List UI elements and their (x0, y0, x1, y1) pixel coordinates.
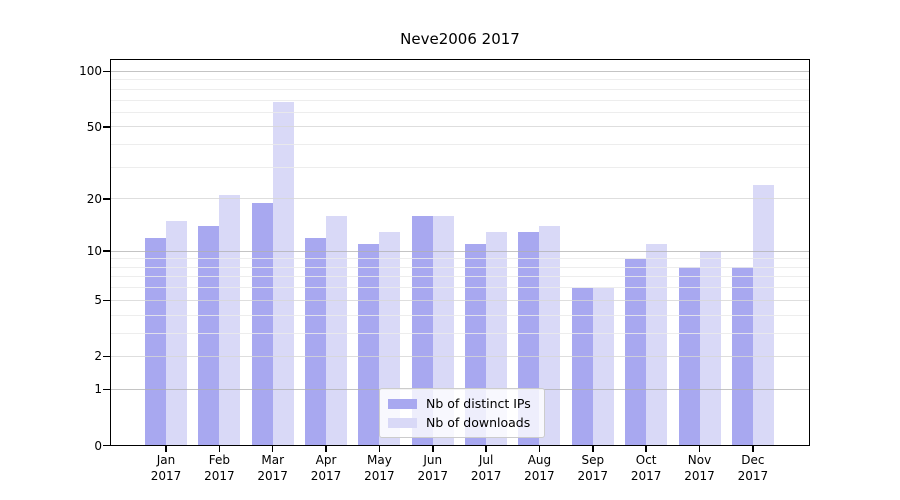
bar-nb-of-distinct-ips-sep (571, 287, 593, 446)
x-tick-label-may: May 2017 (347, 452, 411, 484)
y-tick-mark-0 (103, 444, 110, 447)
x-tick-month-text: Aug (527, 453, 552, 467)
y-tick-label-1: 1 (94, 382, 102, 397)
y-tick-mark-10 (103, 250, 110, 252)
x-tick-label-sep: Sep 2017 (561, 452, 625, 484)
y-tick-mark-100 (103, 70, 110, 73)
gridline-y-70-minor (111, 99, 809, 101)
x-tick-label-jun: Jun 2017 (401, 452, 465, 484)
gridline-y-80-minor (111, 88, 809, 90)
legend-label-nb-of-downloads: Nb of downloads (426, 415, 531, 430)
x-tick-mark-jan (165, 446, 167, 452)
bar-nb-of-downloads-jan (166, 220, 187, 446)
x-tick-year-text: 2017 (737, 469, 769, 483)
legend-label-nb-of-distinct-ips: Nb of distinct IPs (426, 396, 531, 411)
x-tick-month-text: Jul (478, 453, 494, 467)
bar-nb-of-downloads-feb (219, 195, 241, 446)
x-tick-year-text: 2017 (630, 469, 662, 483)
y-tick-label-50: 50 (86, 119, 102, 134)
x-tick-label-dec: Dec 2017 (721, 452, 785, 484)
gridline-y-90-minor (111, 79, 809, 81)
y-tick-mark-1 (103, 388, 110, 391)
x-tick-mark-dec (752, 446, 754, 452)
x-tick-mark-oct (645, 446, 647, 452)
x-tick-month-text: Feb (208, 453, 230, 467)
x-tick-month-text: Dec (741, 453, 765, 467)
x-tick-label-feb: Feb 2017 (187, 452, 251, 484)
x-tick-month-text: Mar (261, 453, 284, 467)
x-tick-month-text: Apr (315, 453, 337, 467)
y-tick-label-20: 20 (86, 191, 102, 206)
bar-nb-of-downloads-oct (646, 244, 668, 446)
x-tick-label-jul: Jul 2017 (454, 452, 518, 484)
y-tick-label-2: 2 (94, 349, 102, 364)
x-tick-mark-aug (538, 446, 541, 452)
x-tick-mark-jun (432, 446, 434, 452)
bar-nb-of-distinct-ips-oct (625, 258, 647, 446)
legend-swatch-nb-of-distinct-ips (388, 398, 417, 409)
bar-nb-of-downloads-sep (592, 287, 614, 446)
x-tick-year-text: 2017 (310, 469, 342, 483)
bar-nb-of-downloads-mar (272, 102, 294, 446)
x-tick-label-apr: Apr 2017 (294, 452, 358, 484)
gridline-y-60-minor (111, 111, 809, 113)
x-tick-year-text: 2017 (204, 469, 235, 483)
legend-swatch-nb-of-downloads (388, 417, 417, 428)
x-tick-month-text: Sep (581, 453, 605, 467)
bar-nb-of-downloads-dec (752, 184, 774, 446)
bar-nb-of-distinct-ips-mar (251, 202, 273, 446)
bar-nb-of-distinct-ips-feb (198, 226, 220, 446)
bar-nb-of-distinct-ips-apr (305, 237, 327, 446)
bar-nb-of-distinct-ips-jan (145, 237, 166, 446)
bar-nb-of-downloads-apr (326, 215, 348, 446)
x-tick-year-text: 2017 (577, 469, 609, 483)
x-tick-year-text: 2017 (684, 469, 715, 483)
gridline-y-50-mid (111, 126, 809, 128)
x-tick-mark-may (378, 446, 381, 452)
x-tick-year-text: 2017 (257, 469, 288, 483)
x-tick-month-text: May (366, 453, 392, 467)
legend-item-nb-of-distinct-ips: Nb of distinct IPs (388, 396, 536, 411)
legend-item-nb-of-downloads: Nb of downloads (388, 415, 536, 430)
x-tick-label-aug: Aug 2017 (507, 452, 571, 484)
bar-nb-of-distinct-ips-nov (678, 267, 700, 446)
x-tick-year-text: 2017 (524, 469, 555, 483)
x-tick-mark-apr (325, 446, 327, 452)
x-tick-label-nov: Nov 2017 (668, 452, 732, 484)
x-tick-mark-feb (218, 446, 221, 452)
y-tick-label-5: 5 (94, 293, 102, 308)
bar-nb-of-distinct-ips-dec (731, 267, 753, 446)
x-tick-year-text: 2017 (470, 469, 502, 483)
x-tick-month-text: Oct (635, 453, 657, 467)
chart-title: Neve2006 2017 (400, 30, 520, 48)
x-tick-label-mar: Mar 2017 (241, 452, 305, 484)
gridline-y-20-mid (111, 198, 809, 200)
bar-nb-of-downloads-nov (699, 251, 721, 446)
y-tick-mark-2 (103, 355, 110, 358)
gridline-y-100-major (111, 70, 809, 72)
bar-nb-of-distinct-ips-may (358, 244, 380, 446)
x-tick-year-text: 2017 (364, 469, 395, 483)
y-tick-label-0: 0 (94, 438, 102, 453)
x-tick-year-text: 2017 (417, 469, 449, 483)
x-tick-mark-sep (592, 446, 594, 452)
x-tick-label-oct: Oct 2017 (614, 452, 678, 484)
x-tick-mark-jul (485, 446, 487, 452)
x-tick-mark-nov (698, 446, 701, 452)
x-tick-month-text: Jan (156, 453, 176, 467)
x-tick-month-text: Jun (423, 453, 443, 467)
x-tick-label-jan: Jan 2017 (134, 452, 198, 484)
legend: Nb of distinct IPs Nb of downloads (379, 388, 545, 438)
y-tick-label-100: 100 (79, 64, 102, 79)
gridline-y-30-minor (111, 166, 809, 168)
y-tick-mark-50 (103, 126, 110, 128)
y-tick-mark-20 (103, 198, 110, 200)
y-tick-label-10: 10 (86, 244, 102, 259)
x-tick-month-text: Nov (687, 453, 712, 467)
x-tick-mark-mar (271, 446, 274, 452)
gridline-y-40-minor (111, 144, 809, 146)
y-tick-mark-5 (103, 299, 110, 302)
x-tick-year-text: 2017 (150, 469, 182, 483)
